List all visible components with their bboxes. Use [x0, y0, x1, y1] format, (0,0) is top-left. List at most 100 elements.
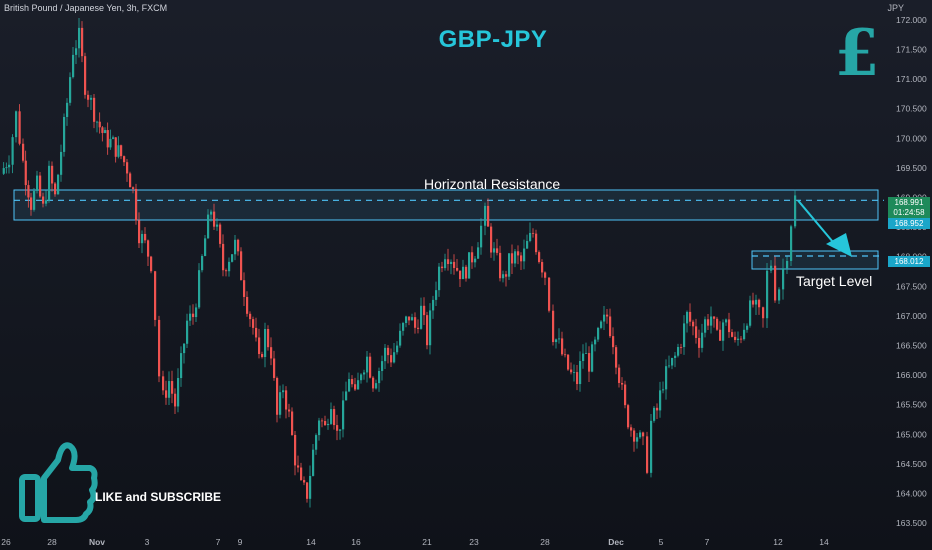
candle-body — [2, 168, 5, 174]
candle-body — [150, 256, 153, 272]
candle-body — [33, 190, 36, 210]
candle-body — [147, 240, 150, 257]
candle-body — [517, 251, 520, 256]
candle-body — [11, 137, 14, 165]
candle-body — [786, 260, 789, 269]
countdown-tag: 01:24:58 — [888, 207, 930, 218]
candle-body — [552, 310, 555, 343]
last-price-tag: 168.991 — [888, 197, 930, 208]
candle-body — [633, 430, 636, 442]
candle-body — [662, 389, 665, 391]
candle-body — [27, 185, 30, 198]
candle-body — [384, 347, 387, 362]
candle-body — [468, 252, 471, 279]
candle-body — [357, 380, 360, 390]
candle-body — [624, 384, 627, 406]
candle-body — [471, 252, 474, 263]
candle-body — [312, 449, 315, 476]
candle-body — [766, 270, 769, 319]
chart-title: GBP-JPY — [438, 26, 548, 53]
candle-body — [39, 175, 42, 197]
candle-body — [603, 314, 606, 322]
candle-body — [324, 421, 327, 426]
candle-body — [282, 390, 285, 393]
candle-body — [369, 356, 372, 378]
y-tick-label: 166.000 — [896, 370, 927, 380]
candle-body — [84, 56, 87, 95]
candle-body — [339, 429, 342, 431]
candle-body — [51, 165, 54, 184]
candle-body — [627, 405, 630, 428]
candle-body — [477, 247, 480, 259]
candle-body — [564, 354, 567, 356]
candle-body — [731, 332, 734, 337]
candle-body — [66, 102, 69, 117]
candle-body — [57, 174, 60, 195]
candle-body — [393, 352, 396, 363]
candle-body — [123, 156, 126, 163]
candle-body — [441, 266, 444, 269]
candle-body — [474, 258, 477, 263]
candle-body — [505, 274, 508, 277]
candle-body — [585, 353, 588, 354]
candle-body — [109, 138, 112, 148]
candle-body — [222, 243, 225, 271]
candle-body — [207, 214, 210, 239]
candle-body — [106, 130, 109, 148]
candle-body — [758, 299, 761, 308]
y-tick-label: 166.500 — [896, 340, 927, 350]
candle-body — [30, 197, 33, 210]
candle-body — [447, 259, 450, 265]
x-tick-label: 7 — [216, 537, 221, 547]
candle-body — [15, 111, 18, 138]
x-tick-label: 9 — [238, 537, 243, 547]
candle-body — [746, 325, 749, 330]
candle-body — [351, 379, 354, 385]
candle-body — [318, 420, 321, 436]
thumbs-up-icon — [19, 442, 98, 523]
symbol-title: British Pound / Japanese Yen, 3h, FXCM — [4, 3, 168, 13]
candle-body — [243, 280, 246, 297]
candle-body — [689, 311, 692, 322]
candle-body — [600, 321, 603, 328]
candle-body — [228, 261, 231, 272]
candle-body — [114, 137, 117, 157]
candle-body — [707, 319, 710, 326]
candle-body — [87, 94, 90, 100]
candle-body — [671, 357, 674, 366]
candle-body — [683, 323, 686, 348]
candle-body — [255, 327, 258, 338]
candle-body — [794, 195, 797, 227]
candle-body — [529, 232, 532, 241]
candle-body — [755, 299, 758, 305]
cta-text: LIKE and SUBSCRIBE — [95, 490, 222, 504]
candle-body — [198, 270, 201, 308]
x-tick-label: 3 — [145, 537, 150, 547]
candle-body — [630, 427, 633, 431]
y-tick-label: 167.000 — [896, 311, 927, 321]
candle-body — [544, 272, 547, 278]
target-label: Target Level — [796, 273, 873, 289]
candle-body — [774, 265, 777, 301]
candle-body — [450, 261, 453, 265]
candle-body — [429, 310, 432, 346]
candle-body — [267, 329, 270, 348]
y-tick-label: 171.000 — [896, 74, 927, 84]
candle-body — [36, 175, 39, 191]
candle-body — [216, 224, 219, 227]
candle-body — [606, 314, 609, 317]
candle-body — [372, 377, 375, 389]
candle-body — [279, 392, 282, 415]
candle-body — [104, 130, 107, 133]
candle-body — [186, 320, 189, 344]
candle-body — [24, 160, 27, 186]
candle-body — [258, 337, 261, 355]
y-tick-label: 163.500 — [896, 518, 927, 528]
candle-body — [523, 248, 526, 262]
x-tick-label: 14 — [819, 537, 829, 547]
candle-body — [112, 137, 115, 139]
candle-body — [54, 183, 57, 195]
candle-body — [72, 54, 75, 78]
